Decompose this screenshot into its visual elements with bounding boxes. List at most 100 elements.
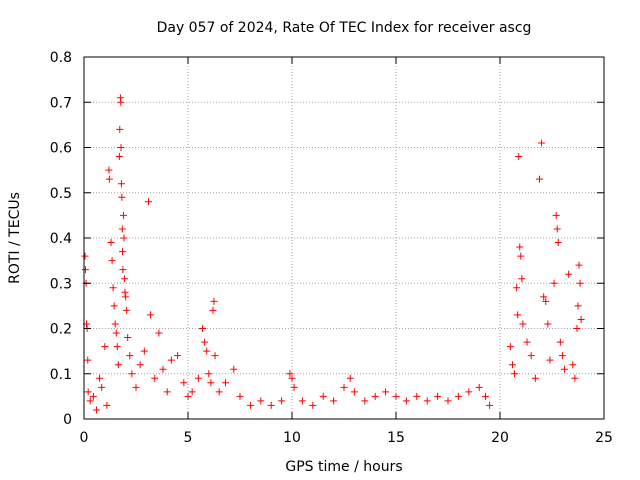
data-point bbox=[201, 338, 209, 346]
data-point bbox=[257, 397, 265, 405]
data-point bbox=[560, 365, 568, 373]
data-point bbox=[518, 275, 526, 283]
data-point bbox=[136, 361, 144, 369]
y-tick-label: 0.6 bbox=[50, 141, 72, 157]
data-point bbox=[527, 352, 535, 360]
data-point bbox=[542, 297, 550, 305]
data-point bbox=[180, 379, 188, 387]
data-point bbox=[330, 397, 338, 405]
x-axis-title: GPS time / hours bbox=[285, 459, 402, 475]
x-tick-label: 5 bbox=[184, 430, 193, 446]
data-point bbox=[574, 302, 582, 310]
data-point bbox=[199, 325, 207, 332]
data-point bbox=[117, 144, 125, 151]
data-point bbox=[103, 401, 111, 409]
data-point bbox=[203, 347, 211, 355]
data-point bbox=[423, 397, 431, 405]
data-point bbox=[577, 315, 585, 323]
data-point bbox=[361, 397, 369, 405]
data-point bbox=[506, 343, 514, 351]
data-point bbox=[110, 302, 118, 310]
data-point bbox=[98, 383, 106, 391]
x-tick-label: 10 bbox=[283, 430, 301, 446]
data-point bbox=[105, 175, 113, 183]
data-point bbox=[167, 356, 175, 364]
data-point bbox=[402, 397, 410, 405]
data-point bbox=[230, 365, 238, 373]
data-point bbox=[210, 297, 218, 305]
data-point bbox=[576, 279, 584, 287]
data-point bbox=[112, 329, 120, 337]
data-point bbox=[147, 311, 155, 319]
data-point bbox=[246, 401, 254, 409]
data-point bbox=[553, 225, 561, 233]
data-point bbox=[236, 392, 244, 400]
data-point bbox=[215, 388, 223, 396]
y-tick-label: 0.5 bbox=[50, 186, 72, 202]
data-point bbox=[340, 383, 348, 391]
data-point bbox=[116, 125, 124, 133]
data-point bbox=[121, 288, 129, 296]
data-point bbox=[519, 320, 527, 328]
data-point bbox=[118, 193, 126, 201]
y-tick-label: 0.7 bbox=[50, 95, 72, 111]
data-point bbox=[514, 311, 522, 319]
data-point bbox=[565, 270, 573, 278]
data-point bbox=[211, 352, 219, 360]
data-point bbox=[109, 284, 117, 292]
data-point bbox=[159, 365, 167, 373]
data-point bbox=[108, 257, 116, 265]
data-point bbox=[571, 374, 579, 382]
data-point bbox=[298, 397, 306, 405]
data-point bbox=[209, 306, 217, 314]
chart-title: Day 057 of 2024, Rate Of TEC Index for r… bbox=[157, 20, 532, 36]
data-point bbox=[513, 284, 521, 292]
data-point bbox=[174, 352, 182, 360]
data-point bbox=[554, 239, 562, 247]
data-point bbox=[144, 198, 152, 206]
data-point bbox=[221, 379, 229, 387]
data-point bbox=[84, 388, 92, 396]
data-point bbox=[124, 334, 132, 342]
data-point bbox=[117, 98, 125, 106]
data-point bbox=[188, 388, 196, 396]
data-point bbox=[207, 379, 215, 387]
data-point bbox=[454, 392, 462, 400]
data-point bbox=[118, 225, 126, 233]
data-point bbox=[120, 234, 128, 242]
data-point bbox=[121, 275, 129, 283]
data-point bbox=[523, 338, 531, 346]
data-point bbox=[382, 388, 390, 396]
y-tick-label: 0.3 bbox=[50, 276, 72, 292]
data-point bbox=[569, 361, 577, 369]
data-point bbox=[556, 338, 564, 346]
data-point bbox=[118, 248, 126, 256]
data-point bbox=[155, 329, 163, 337]
data-point bbox=[205, 370, 213, 378]
data-point bbox=[538, 139, 546, 147]
data-point bbox=[86, 397, 94, 405]
data-point bbox=[151, 374, 159, 382]
x-tick-label: 25 bbox=[595, 430, 613, 446]
data-point bbox=[92, 406, 100, 414]
data-point bbox=[515, 153, 523, 161]
data-point bbox=[267, 401, 275, 409]
data-point bbox=[122, 293, 130, 301]
data-point bbox=[392, 392, 400, 400]
data-point bbox=[184, 392, 192, 400]
data-point bbox=[107, 239, 115, 247]
data-point bbox=[573, 325, 581, 332]
data-point bbox=[444, 397, 452, 405]
data-point bbox=[81, 252, 89, 260]
data-point bbox=[546, 356, 554, 364]
grid-lines bbox=[84, 57, 604, 419]
data-point bbox=[517, 252, 525, 260]
data-point bbox=[465, 388, 473, 396]
x-tick-label: 15 bbox=[387, 430, 405, 446]
data-point bbox=[434, 392, 442, 400]
data-point bbox=[115, 153, 123, 161]
data-point bbox=[290, 383, 298, 391]
y-tick-label: 0.1 bbox=[50, 367, 72, 383]
data-point bbox=[550, 279, 558, 287]
